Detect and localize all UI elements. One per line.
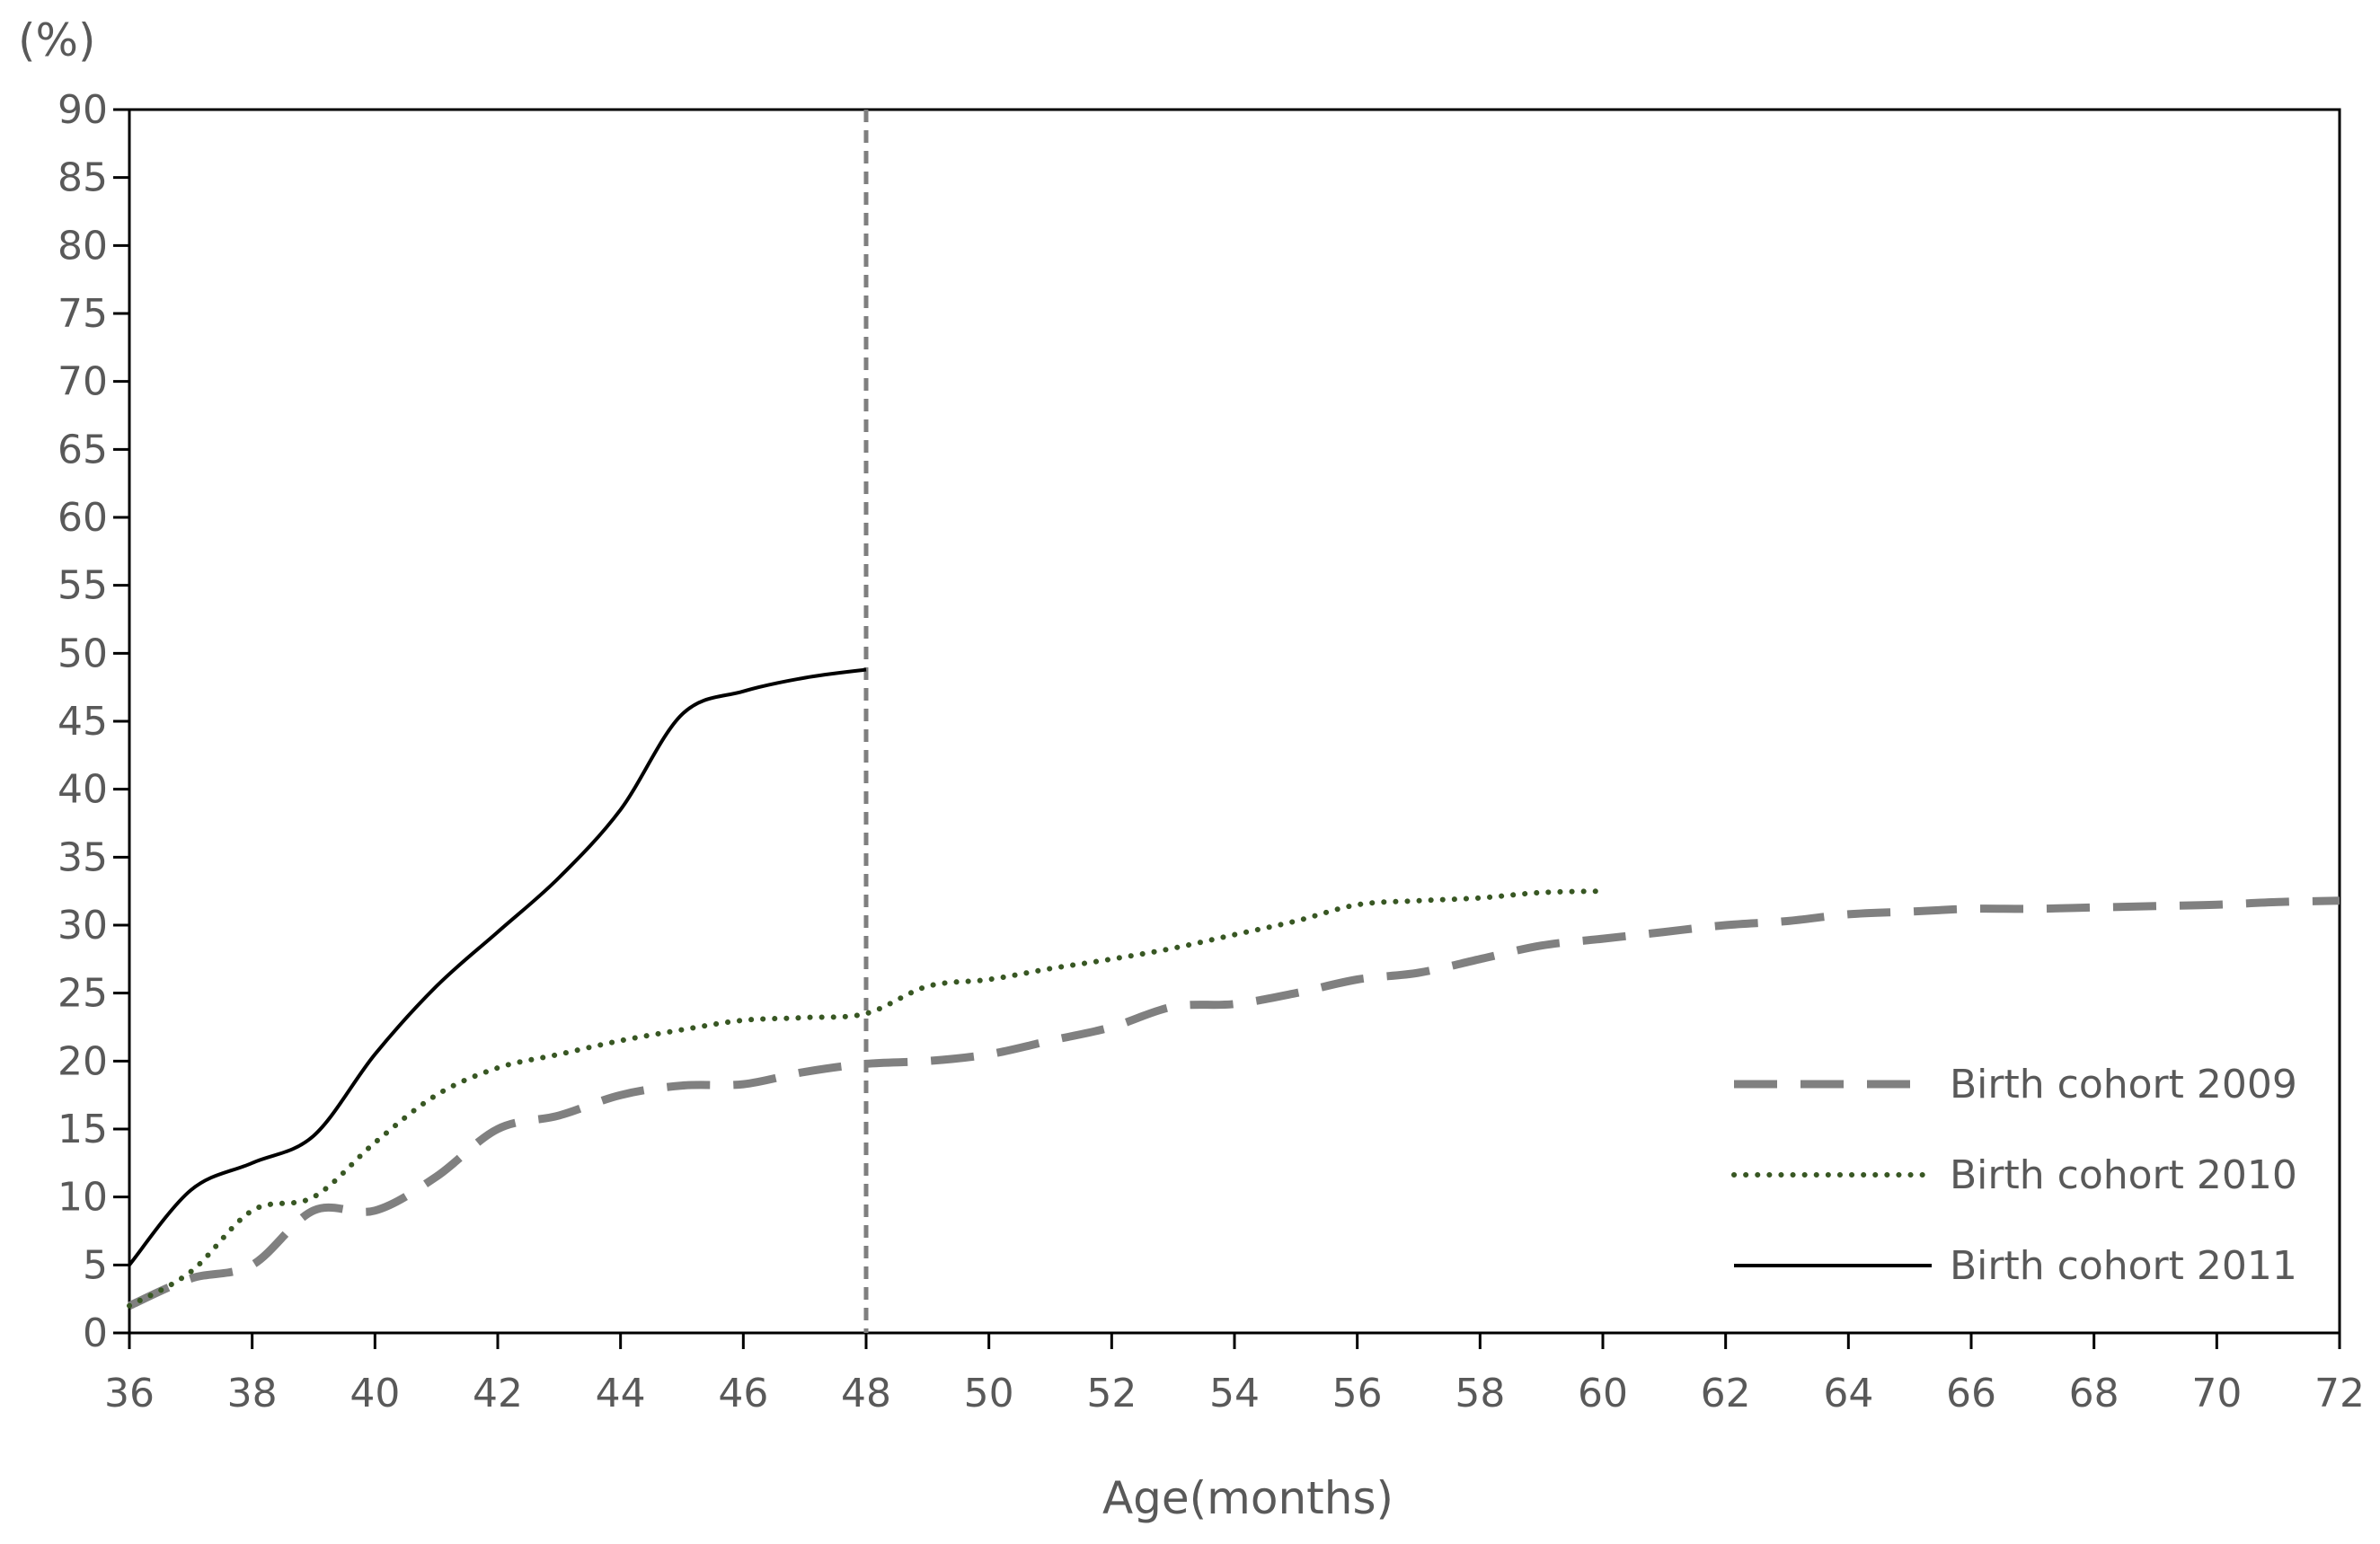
x-tick-label: 52 bbox=[1086, 1371, 1137, 1416]
y-tick-label: 20 bbox=[58, 1038, 108, 1084]
plot-border bbox=[128, 108, 2341, 1335]
y-tick-label: 5 bbox=[83, 1242, 108, 1288]
y-tick-label: 35 bbox=[58, 834, 108, 880]
x-tick-label: 64 bbox=[1823, 1371, 1873, 1416]
x-tick-label: 60 bbox=[1578, 1371, 1628, 1416]
y-tick-label: 60 bbox=[58, 495, 108, 541]
y-axis: 0 5 10 15 20 25 30 35 40 45 50 55 60 65 70 75 80 85 90 bbox=[58, 87, 129, 1356]
x-tick-label: 68 bbox=[2069, 1371, 2119, 1416]
series-group bbox=[127, 667, 2340, 1310]
x-tick-label: 42 bbox=[473, 1371, 523, 1416]
x-tick-label: 48 bbox=[841, 1371, 891, 1416]
legend-label: Birth cohort 2009 bbox=[1950, 1062, 2297, 1107]
series-line-birth-cohort-2010 bbox=[127, 888, 1606, 1309]
y-tick-label: 0 bbox=[83, 1310, 108, 1356]
x-tick-label: 70 bbox=[2191, 1371, 2242, 1416]
x-tick-label: 44 bbox=[596, 1371, 646, 1416]
y-tick-label: 10 bbox=[58, 1175, 108, 1221]
x-tick-label: 50 bbox=[964, 1371, 1014, 1416]
x-tick-label: 62 bbox=[1701, 1371, 1751, 1416]
legend: Birth cohort 2009 Birth cohort 2010 Birth … bbox=[1731, 1062, 2297, 1289]
y-unit-label: (%) bbox=[18, 14, 96, 66]
series-line-birth-cohort-2011 bbox=[128, 667, 867, 1266]
y-tick-label: 50 bbox=[58, 631, 108, 676]
x-axis-label: Age(months) bbox=[1102, 1472, 1393, 1524]
x-tick-label: 54 bbox=[1209, 1371, 1260, 1416]
y-tick-label: 85 bbox=[58, 155, 108, 201]
x-tick-label: 56 bbox=[1332, 1371, 1383, 1416]
plot-area bbox=[128, 108, 2341, 1335]
legend-label: Birth cohort 2010 bbox=[1950, 1152, 2297, 1198]
y-tick-label: 15 bbox=[58, 1107, 108, 1152]
x-axis: 36 38 40 42 44 46 48 50 52 54 56 58 60 62 64 66 68 70 72 bbox=[104, 1333, 2365, 1416]
x-tick-label: 40 bbox=[349, 1371, 400, 1416]
y-tick-label: 90 bbox=[58, 87, 108, 133]
y-tick-label: 45 bbox=[58, 699, 108, 745]
y-tick-label: 40 bbox=[58, 767, 108, 813]
x-tick-label: 36 bbox=[104, 1371, 155, 1416]
series-line-birth-cohort-2009 bbox=[128, 896, 2340, 1310]
y-tick-label: 80 bbox=[58, 223, 108, 269]
y-tick-label: 25 bbox=[58, 971, 108, 1017]
x-tick-label: 46 bbox=[718, 1371, 768, 1416]
y-tick-label: 55 bbox=[58, 563, 108, 609]
x-tick-label: 72 bbox=[2314, 1371, 2365, 1416]
x-tick-label: 38 bbox=[227, 1371, 278, 1416]
x-tick-label: 58 bbox=[1455, 1371, 1505, 1416]
y-tick-label: 75 bbox=[58, 291, 108, 337]
y-tick-label: 65 bbox=[58, 427, 108, 472]
legend-label: Birth cohort 2011 bbox=[1950, 1243, 2297, 1289]
x-tick-label: 66 bbox=[1946, 1371, 1996, 1416]
y-tick-label: 30 bbox=[58, 903, 108, 948]
y-tick-label: 70 bbox=[58, 359, 108, 405]
